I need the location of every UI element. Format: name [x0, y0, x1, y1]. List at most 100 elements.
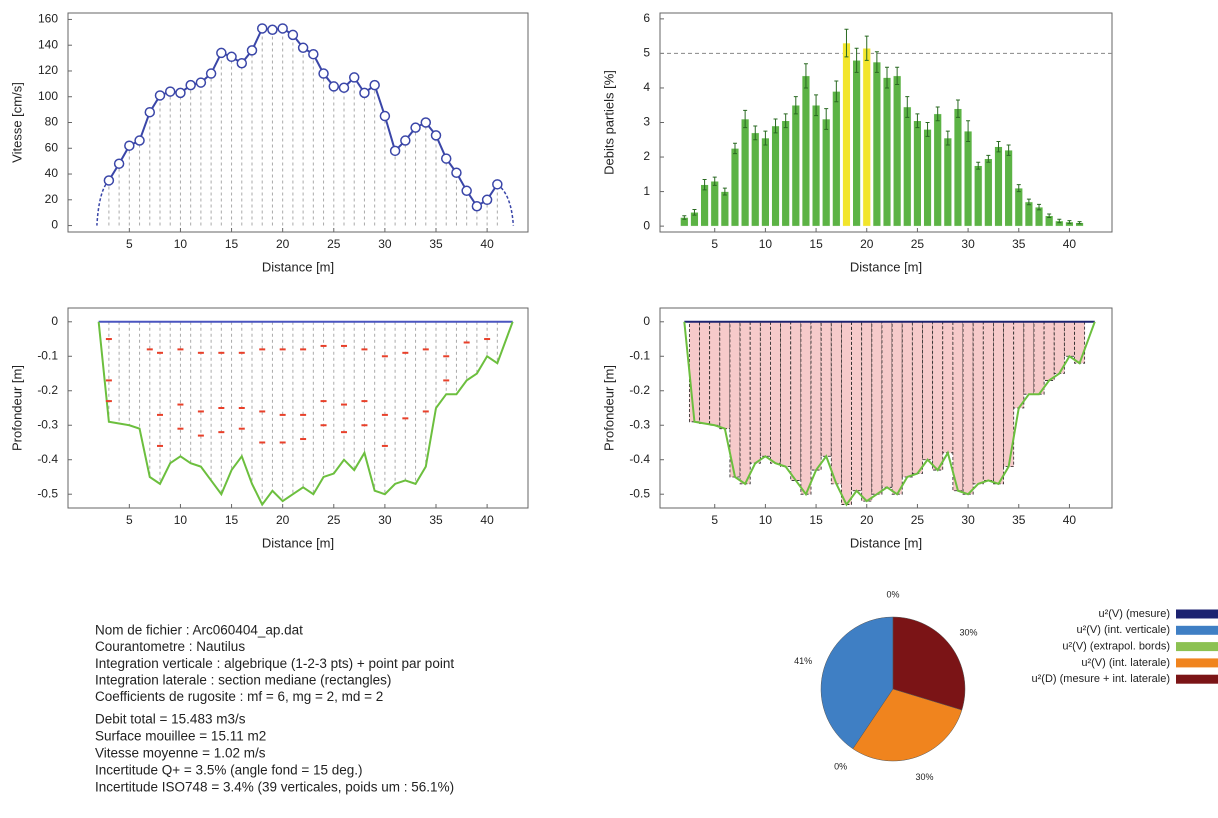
legend-label: u²(V) (int. verticale) — [1076, 624, 1170, 636]
x-tick-label: 20 — [860, 513, 874, 527]
error-bar — [803, 63, 808, 89]
bar — [832, 91, 841, 227]
section-rect — [891, 321, 903, 495]
measure-point — [259, 410, 266, 413]
velocity-point — [481, 194, 493, 206]
legend-label: u²(V) (int. laterale) — [1081, 657, 1170, 669]
measure-point — [361, 348, 368, 351]
bar — [963, 130, 973, 227]
measure-point — [361, 400, 368, 403]
velocity-point — [164, 86, 176, 97]
measure-point — [279, 413, 286, 416]
measure-point — [300, 438, 307, 441]
error-bar — [895, 66, 900, 86]
section-rect — [952, 321, 964, 492]
velocity-point — [226, 51, 237, 63]
measure-point — [341, 431, 347, 434]
bar — [710, 180, 719, 227]
y-tick-label: 0 — [51, 314, 58, 328]
measure-point — [300, 413, 307, 416]
velocity-point — [420, 117, 432, 128]
measure-point — [146, 348, 153, 351]
y-tick-label: 60 — [45, 140, 59, 154]
error-bar — [814, 94, 819, 117]
legend-label: u²(V) (mesure) — [1098, 608, 1170, 620]
section-rect — [770, 321, 782, 464]
result-line: Debit total = 15.483 m3/s — [95, 712, 246, 727]
x-axis-label: Distance [m] — [850, 259, 922, 274]
measure-point — [197, 351, 204, 354]
measure-point — [320, 400, 327, 403]
bar — [923, 129, 932, 227]
setting-line: Integration verticale : algebrique (1-2-… — [95, 656, 454, 671]
setting-line: Courantometre : Nautilus — [95, 639, 245, 654]
pie-label: 30% — [960, 627, 978, 637]
legend-swatch — [1176, 674, 1218, 684]
velocity-point — [205, 68, 217, 79]
y-tick-label: 140 — [38, 37, 58, 51]
y-tick-label: -0.4 — [37, 452, 58, 466]
x-tick-label: 15 — [809, 237, 823, 251]
bar — [994, 146, 1003, 227]
measure-point — [381, 444, 388, 447]
section-rect — [780, 321, 792, 468]
x-tick-label: 10 — [759, 513, 773, 527]
measure-point — [105, 400, 112, 403]
pie-label: 0% — [834, 761, 847, 771]
measure-point — [177, 427, 184, 430]
section-rect — [932, 321, 944, 471]
y-tick-label: -0.5 — [629, 486, 650, 500]
section-rect — [993, 321, 1004, 485]
section-rect — [739, 321, 751, 485]
error-bar — [702, 178, 707, 191]
measure-point — [197, 410, 204, 413]
error-bar — [783, 113, 788, 129]
error-bar — [986, 154, 991, 163]
measure-point — [105, 379, 112, 382]
velocity-point — [134, 135, 145, 146]
bar — [761, 137, 770, 227]
error-bar — [1047, 213, 1052, 218]
x-tick-label: 25 — [911, 237, 925, 251]
y-tick-label: -0.4 — [629, 452, 650, 466]
y-tick-label: 80 — [45, 115, 59, 129]
velocity-point — [451, 167, 462, 178]
velocity-point — [379, 110, 391, 122]
error-bar — [1016, 184, 1021, 193]
velocity-point — [246, 45, 258, 56]
pie-slice — [892, 616, 966, 711]
measure-point — [463, 341, 470, 344]
velocity-point — [287, 29, 299, 41]
section-rect — [729, 321, 741, 478]
bar — [984, 158, 993, 227]
velocity-point — [471, 200, 483, 212]
bed-profile — [97, 321, 514, 507]
bar — [953, 108, 963, 227]
x-axis-label: Distance [m] — [850, 535, 922, 550]
error-bar — [844, 28, 849, 58]
measure-point — [381, 355, 388, 358]
x-tick-label: 5 — [126, 237, 133, 251]
legend-swatch — [1176, 609, 1218, 619]
velocity-point — [410, 122, 421, 133]
y-tick-label: 0 — [643, 218, 650, 232]
velocity-point — [430, 130, 442, 141]
bar — [974, 165, 983, 227]
y-tick-label: 5 — [643, 46, 650, 60]
x-tick-label: 20 — [276, 513, 290, 527]
measure-point — [177, 403, 184, 406]
section-rect — [942, 321, 954, 454]
setting-line: Coefficients de rugosite : mf = 6, mg = … — [95, 689, 383, 704]
bar — [1024, 201, 1033, 227]
measure-point — [157, 413, 163, 416]
y-axis-label: Profondeur [m] — [9, 365, 24, 451]
measure-point — [422, 348, 429, 351]
section-rect — [820, 321, 832, 457]
bar — [913, 120, 922, 227]
x-tick-label: 10 — [759, 237, 773, 251]
y-tick-label: 0 — [643, 314, 650, 328]
bar — [893, 75, 902, 227]
x-tick-label: 25 — [911, 513, 925, 527]
section-rect — [871, 321, 883, 495]
